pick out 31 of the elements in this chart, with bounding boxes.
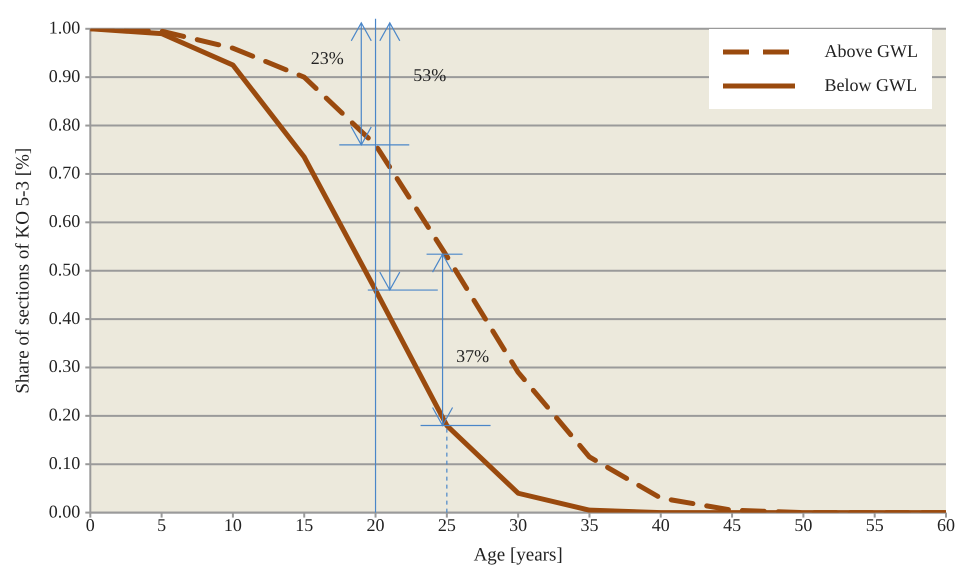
- y-tick-label: 1.00: [48, 18, 80, 38]
- x-tick-label: 25: [438, 515, 456, 536]
- x-tick-label: 15: [295, 515, 314, 536]
- y-axis-title: Share of sections of KO 5-3 [%]: [12, 148, 34, 394]
- x-tick-label: 55: [866, 515, 884, 536]
- x-tick-label: 50: [794, 515, 812, 536]
- x-axis-title: Age [years]: [474, 544, 563, 566]
- x-tick-label: 40: [652, 515, 670, 536]
- legend-label: Below GWL: [824, 75, 917, 96]
- y-tick-label: 0.00: [48, 501, 80, 522]
- x-tick-label: 30: [509, 515, 528, 536]
- annotation: 37%: [455, 346, 490, 367]
- y-tick-label: 0.20: [48, 404, 80, 425]
- x-tick-label: 60: [937, 515, 955, 536]
- annotation: 23%: [310, 48, 345, 70]
- y-tick-label: 0.40: [48, 308, 80, 328]
- y-tick-label: 0.80: [48, 114, 80, 134]
- x-tick-label: 5: [157, 515, 166, 536]
- x-tick-label: 35: [580, 515, 598, 536]
- x-tick-label: 45: [723, 515, 742, 536]
- x-tick-label: 10: [224, 515, 242, 536]
- y-tick-label: 0.30: [48, 356, 80, 376]
- y-tick-label: 0.10: [48, 452, 80, 473]
- x-tick-label: 20: [366, 515, 385, 536]
- y-tick-label: 0.50: [48, 259, 80, 280]
- x-tick-label: 0: [86, 515, 95, 536]
- y-tick-label: 0.70: [48, 162, 80, 183]
- y-tick-label: 0.60: [48, 211, 80, 232]
- y-tick-label: 0.90: [48, 66, 80, 86]
- annotation: 53%: [412, 65, 448, 86]
- legend-label: Above GWL: [824, 41, 918, 62]
